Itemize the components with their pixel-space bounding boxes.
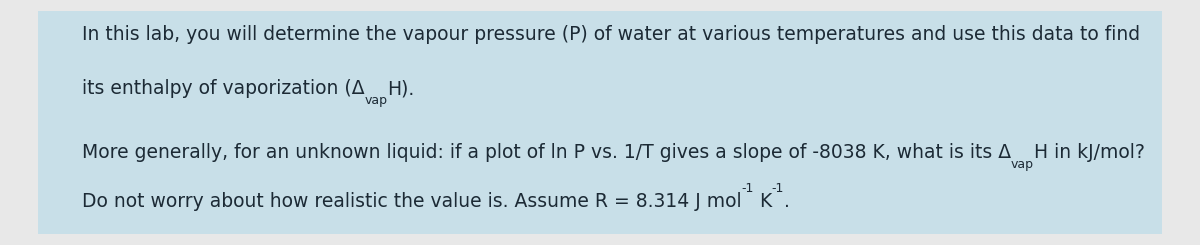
Text: vap: vap [365, 94, 388, 107]
Text: -1: -1 [772, 182, 785, 195]
Text: .: . [785, 192, 790, 211]
Text: More generally, for an unknown liquid: if a plot of ln P vs. 1/T gives a slope o: More generally, for an unknown liquid: i… [82, 143, 1010, 162]
Text: H).: H). [388, 79, 414, 98]
Text: Do not worry about how realistic the value is. Assume R = 8.314 J mol: Do not worry about how realistic the val… [82, 192, 742, 211]
FancyBboxPatch shape [38, 11, 1162, 234]
Text: K: K [754, 192, 772, 211]
Text: -1: -1 [742, 182, 754, 195]
Text: H in kJ/mol?: H in kJ/mol? [1033, 143, 1145, 162]
Text: its enthalpy of vaporization (Δ: its enthalpy of vaporization (Δ [82, 79, 365, 98]
Text: In this lab, you will determine the vapour pressure (P) of water at various temp: In this lab, you will determine the vapo… [82, 25, 1140, 44]
Text: vap: vap [1010, 158, 1033, 171]
